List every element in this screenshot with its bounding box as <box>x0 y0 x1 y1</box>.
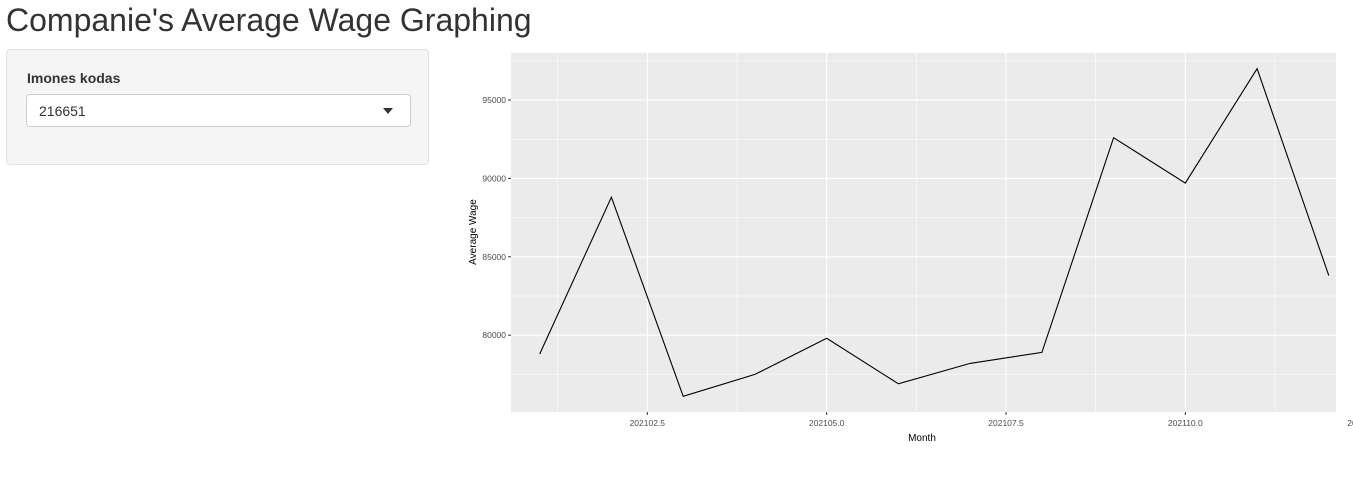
minor-gridlines <box>511 53 1336 412</box>
x-tick-label: 202110.0 <box>1168 418 1203 428</box>
y-tick-label: 95000 <box>482 95 506 105</box>
caret-down-icon <box>383 108 393 114</box>
y-axis: 80000 85000 90000 95000 <box>482 95 511 340</box>
y-axis-title: Average Wage <box>468 199 479 265</box>
imones-kodas-select[interactable]: 216651 <box>26 94 411 127</box>
plot-panel <box>511 53 1336 412</box>
wage-series-line <box>539 67 1330 397</box>
x-tick-label: 202112.5 <box>1347 418 1353 428</box>
sidebar-panel: Imones kodas 216651 <box>6 49 429 165</box>
x-axis: 202102.5 202105.0 202107.5 202110.0 202112.5 <box>630 412 1353 428</box>
page-title: Companie's Average Wage Graphing <box>6 2 532 38</box>
x-tick-label: 202102.5 <box>630 418 666 428</box>
y-tick-label: 80000 <box>482 330 506 340</box>
y-tick-label: 85000 <box>482 252 506 262</box>
x-tick-label: 202105.0 <box>809 418 845 428</box>
x-tick-label: 202107.5 <box>988 418 1024 428</box>
major-gridlines <box>511 53 1336 412</box>
y-tick-label: 90000 <box>482 173 506 183</box>
imones-kodas-label: Imones kodas <box>27 70 121 86</box>
x-axis-title: Month <box>908 433 936 444</box>
selected-value: 216651 <box>39 103 86 119</box>
